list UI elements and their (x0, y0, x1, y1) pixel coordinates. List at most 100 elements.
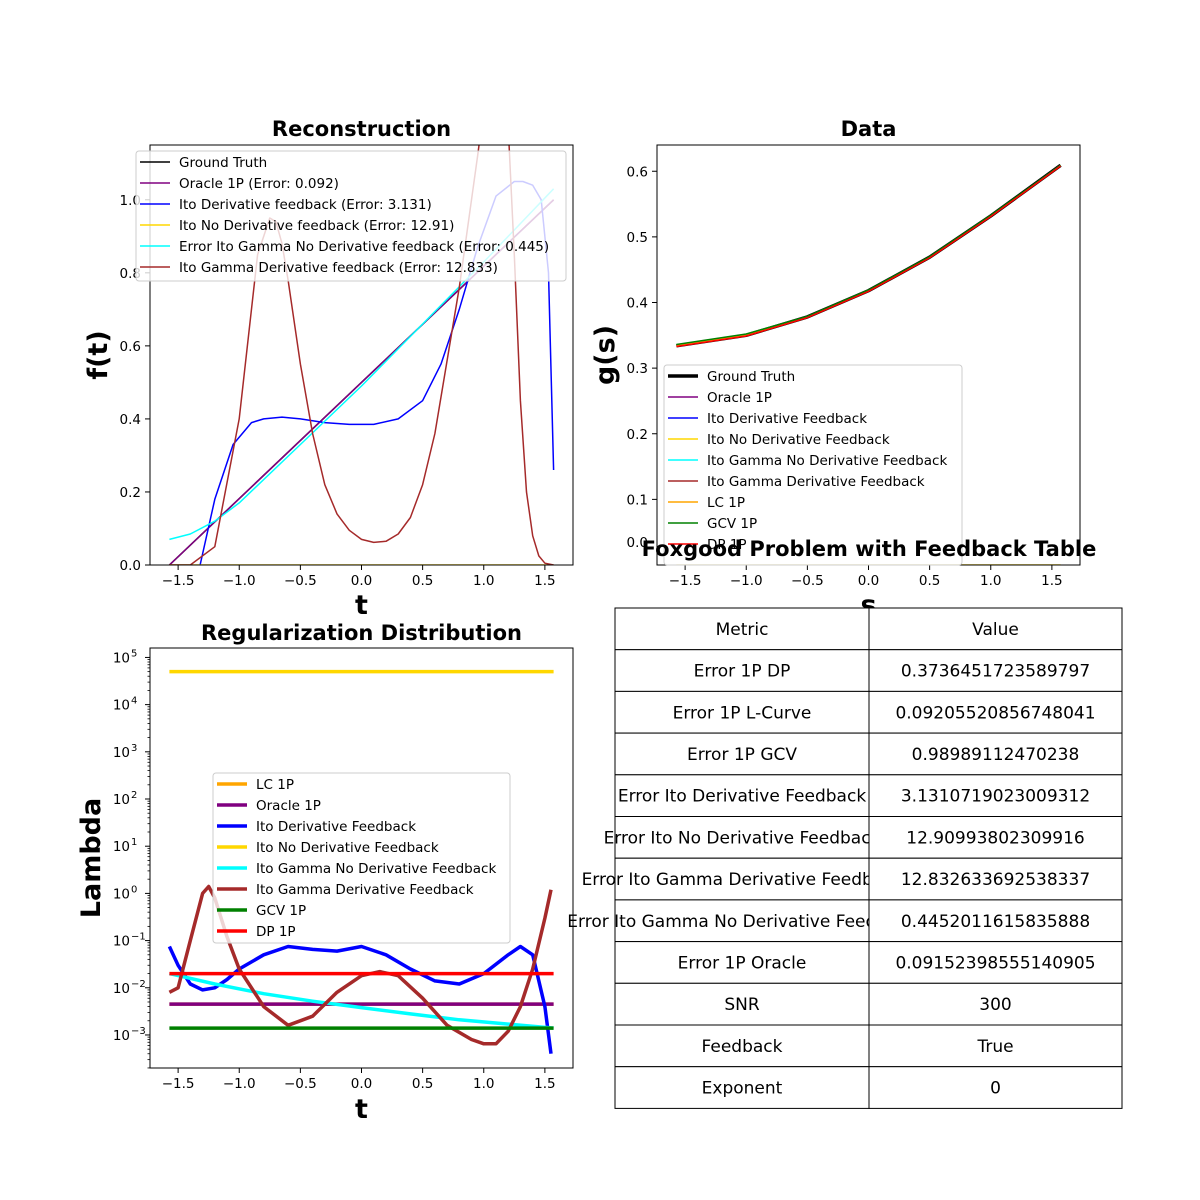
legend-label: Ito Derivative feedback (Error: 3.131) (179, 197, 432, 213)
plot-title: Data (841, 117, 897, 141)
x-tick-label: −1.5 (162, 573, 195, 589)
metric-value: Value (972, 620, 1019, 640)
x-tick-label: 1.0 (473, 573, 494, 589)
y-tick-label: 0.4 (120, 412, 141, 428)
y-tick-label: 10 (113, 792, 130, 808)
table-row: Exponent 0 (614, 1066, 1123, 1109)
table-row: Error 1P GCV 0.98989112470238 (614, 732, 1123, 776)
table-row: Error 1P L-Curve 0.09205520856748041 (614, 690, 1123, 734)
table-cell (868, 774, 1123, 817)
legend-label: Ito No Derivative Feedback (707, 432, 890, 448)
y-tick-exponent: −1 (131, 932, 146, 943)
metric-value: 0.3736451723589797 (901, 662, 1090, 682)
legend-frame (135, 150, 567, 282)
metric-value: 12.90993802309916 (906, 828, 1084, 848)
series-line-2 (167, 944, 553, 1054)
table-title: Foxgood Problem with Feedback Table (642, 537, 1097, 561)
legend-frame (212, 772, 511, 944)
metric-value: 0 (990, 1079, 1001, 1099)
legend: LC 1P Oracle 1P Ito Derivative Feedback Ito… (212, 772, 511, 944)
y-tick-exponent: 3 (131, 743, 137, 754)
x-tick-label: −0.5 (284, 573, 317, 589)
series-line-4 (169, 188, 555, 541)
x-tick-label: −1.5 (162, 1076, 195, 1092)
y-tick-label: 0.0 (120, 558, 141, 574)
metric-name: Error Ito No Derivative Feedback (604, 828, 881, 848)
x-tick-label: 0.5 (412, 573, 433, 589)
legend-label: Oracle 1P (Error: 0.092) (179, 176, 339, 192)
metric-value: 0.09205520856748041 (895, 703, 1095, 723)
metric-name: Error Ito Gamma Derivative Feedback (582, 870, 903, 890)
table-cell (614, 774, 870, 817)
series-line-8 (676, 165, 1062, 348)
table-cell (868, 1024, 1123, 1068)
table-row: Error 1P DP 0.3736451723589797 (614, 649, 1123, 692)
series-line-5 (168, 884, 553, 1046)
legend-label: Ground Truth (179, 155, 267, 171)
plot-title: Regularization Distribution (201, 621, 522, 645)
x-tick-label: −1.0 (223, 1076, 256, 1092)
legend-label: Ground Truth (707, 369, 795, 385)
table-cell (614, 607, 870, 651)
x-axis-label: t (355, 590, 368, 621)
metric-name: Feedback (702, 1037, 783, 1057)
legend-label: Ito Derivative Feedback (707, 411, 867, 427)
metric-value: 0.4452011615835888 (901, 912, 1090, 932)
y-tick-label: 0.4 (627, 296, 648, 312)
y-axis-label: g(s) (590, 325, 621, 385)
y-tick-exponent: −3 (131, 1026, 146, 1037)
metric-name: Exponent (702, 1079, 783, 1099)
y-tick-label: 10 (113, 886, 130, 902)
table-cell (614, 690, 870, 734)
legend-label: Oracle 1P (707, 390, 772, 406)
x-tick-label: 0.5 (412, 1076, 433, 1092)
y-tick-label: 10 (113, 981, 130, 997)
table-header: Metric Value (614, 607, 1123, 651)
legend-label: Ito Gamma Derivative Feedback (707, 474, 925, 490)
table-row: Error Ito Derivative Feedback 3.131071902… (614, 774, 1123, 817)
x-axis-label: t (355, 1094, 368, 1125)
table-cell (868, 857, 1123, 901)
x-tick-label: 0.5 (919, 573, 940, 589)
y-tick-label: 0.3 (627, 361, 648, 377)
y-tick-label: 0.6 (627, 164, 648, 180)
y-axis-label: Lambda (76, 798, 107, 918)
plot-0: Reconstruction −1.5 −1.0 −0.5 0.0 0.5 1.0 1.5 0.… (83, 117, 574, 621)
legend-label: Ito No Derivative feedback (Error: 12.91… (179, 218, 454, 234)
metric-value: 300 (979, 995, 1011, 1015)
table-cell (868, 941, 1123, 984)
table-row: SNR 300 (614, 982, 1123, 1026)
y-tick-label: 10 (113, 745, 130, 761)
metric-name: Error 1P Oracle (678, 953, 807, 973)
metric-name: Error Ito Derivative Feedback (618, 787, 866, 807)
metric-value: 12.832633692538337 (901, 870, 1090, 890)
x-tick-label: 0.0 (858, 573, 879, 589)
x-tick-label: 1.0 (980, 573, 1001, 589)
legend-label: Ito Gamma No Derivative Feedback (707, 453, 947, 469)
metric-name: Error 1P GCV (687, 745, 797, 765)
metric-value: 3.1310719023009312 (901, 787, 1090, 807)
x-tick-label: 1.5 (534, 573, 555, 589)
legend-label: Ito Gamma Derivative feedback (Error: 12… (179, 260, 498, 276)
table-cell (868, 899, 1123, 943)
table-cell (868, 982, 1123, 1026)
table-cell (614, 732, 870, 776)
legend-label: DP 1P (707, 537, 747, 553)
legend-label: LC 1P (256, 777, 294, 793)
table-row: Error Ito No Derivative Feedback 12.90993… (604, 816, 1123, 859)
table-cell (614, 816, 870, 859)
x-tick-label: 0.0 (351, 1076, 372, 1092)
y-tick-label: 0.6 (120, 339, 141, 355)
x-tick-label: 1.5 (534, 1076, 555, 1092)
x-tick-label: −0.5 (791, 573, 824, 589)
x-tick-label: 0.0 (351, 573, 372, 589)
legend-label: Oracle 1P (256, 798, 321, 814)
legend: Ground Truth Oracle 1P Ito Derivative Feed… (663, 364, 963, 566)
y-tick-label: 10 (113, 934, 130, 950)
y-tick-label: 0.0 (627, 535, 648, 551)
table-cell (868, 690, 1123, 734)
y-tick-label: 0.2 (627, 427, 648, 443)
table-cell (614, 899, 870, 943)
y-tick-exponent: 1 (131, 837, 137, 848)
